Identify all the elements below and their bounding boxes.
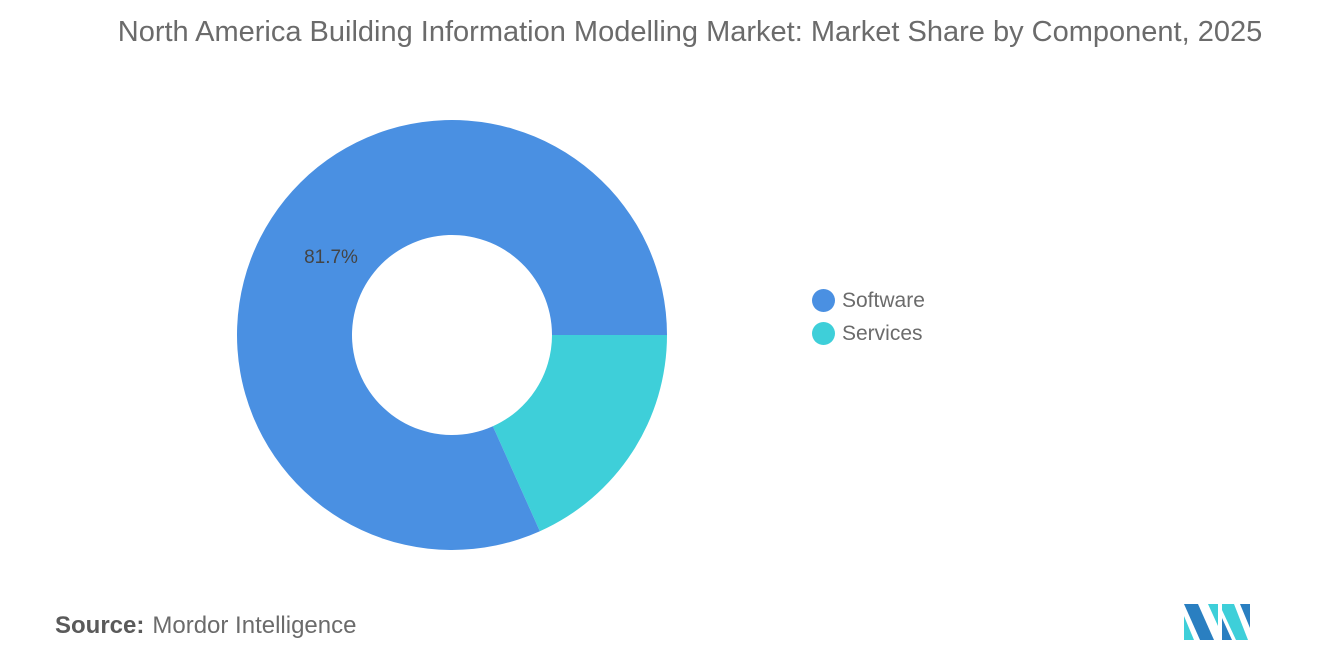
slice-software[interactable]	[237, 119, 667, 550]
chart-title: North America Building Information Model…	[117, 16, 1263, 48]
source-note: Source: Mordor Intelligence	[55, 612, 356, 640]
legend-item-software[interactable]: Software	[812, 284, 925, 317]
legend-label: Software	[842, 288, 925, 312]
legend-swatch-services	[812, 322, 835, 345]
legend-item-services[interactable]: Services	[812, 317, 925, 350]
mordor-intelligence-logo	[1184, 604, 1250, 640]
source-label: Source:	[55, 612, 145, 639]
source-value: Mordor Intelligence	[152, 612, 357, 639]
slice-services[interactable]	[492, 335, 667, 532]
data-label-software: 81.7%	[304, 247, 358, 268]
legend-label: Services	[842, 321, 923, 345]
legend: Software Services	[812, 284, 925, 350]
legend-swatch-software	[812, 289, 835, 312]
